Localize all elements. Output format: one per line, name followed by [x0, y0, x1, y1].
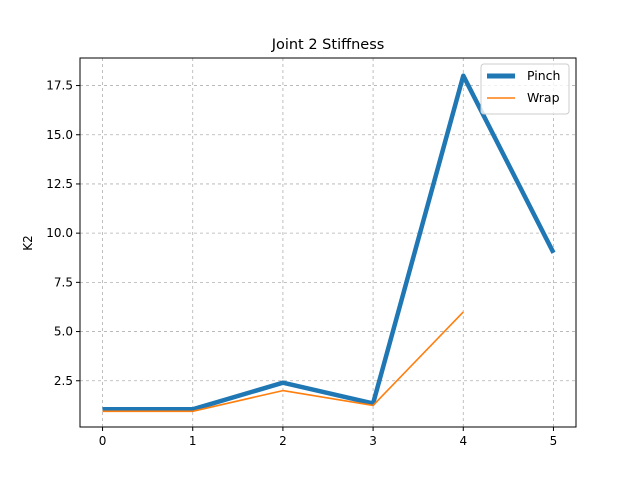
x-tick-label: 2 [279, 434, 287, 448]
series-line-wrap [102, 311, 464, 413]
plot-frame [79, 57, 577, 428]
x-tick-label: 0 [99, 434, 107, 448]
y-tick-label: 17.5 [46, 79, 73, 93]
x-tick-label: 3 [369, 434, 377, 448]
axis-ticks: 0 1 2 3 4 5 2.5 5.0 7.5 10.0 12.5 15.0 17.5 [46, 79, 557, 448]
x-tick-label: 1 [189, 434, 197, 448]
chart-title: Joint 2 Stiffness [271, 37, 385, 53]
y-axis-label: K2 [21, 235, 35, 251]
x-tick-label: 5 [550, 434, 558, 448]
legend: Pinch Wrap [480, 63, 570, 115]
y-tick-label: 2.5 [54, 374, 73, 388]
y-tick-label: 10.0 [46, 226, 73, 240]
x-tick-label: 4 [459, 434, 467, 448]
series-line-pinch [102, 73, 556, 412]
y-tick-label: 7.5 [54, 275, 73, 289]
legend-label-pinch: Pinch [527, 68, 560, 83]
series-lines [102, 73, 556, 413]
grid-lines [80, 58, 576, 427]
legend-label-wrap: Wrap [527, 90, 560, 105]
y-tick-label: 12.5 [46, 177, 73, 191]
y-tick-label: 5.0 [54, 325, 73, 339]
y-tick-label: 15.0 [46, 128, 73, 142]
